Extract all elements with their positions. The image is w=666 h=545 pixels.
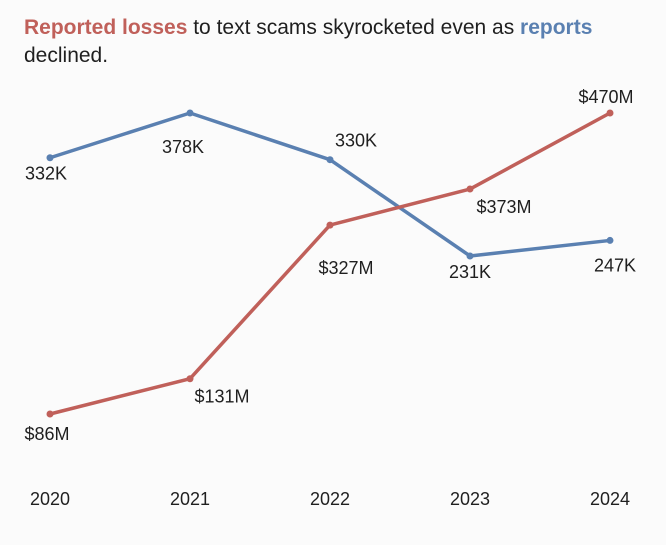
reported-losses-label-2023: $373M	[476, 197, 531, 217]
reports-label-2021: 378K	[162, 137, 204, 157]
reports-point-2021	[186, 109, 194, 117]
title-text-2: declined.	[24, 44, 109, 67]
reported-losses-point-2022	[326, 221, 334, 229]
x-tick-2022: 2022	[310, 489, 350, 509]
reports-label-2023: 231K	[449, 262, 491, 282]
series-points	[46, 109, 614, 418]
reports-point-2020	[46, 154, 54, 162]
reports-point-2022	[326, 156, 334, 164]
reports-label-2024: 247K	[594, 255, 636, 275]
title-reports-highlight: reports	[520, 16, 593, 39]
data-labels: 332K 378K 330K 231K 247K $86M $131M $327M $373M $…	[24, 87, 636, 444]
title-losses-highlight: Reported losses	[24, 16, 188, 39]
reports-label-2020: 332K	[25, 164, 67, 184]
reported-losses-point-2024	[606, 109, 614, 117]
reported-losses-label-2022: $327M	[318, 258, 373, 278]
reported-losses-label-2020: $86M	[24, 424, 69, 444]
x-tick-2024: 2024	[590, 489, 630, 509]
x-tick-2023: 2023	[450, 489, 490, 509]
x-tick-2020: 2020	[30, 489, 70, 509]
x-axis-ticks: 2020 2021 2022 2023 2024	[30, 489, 630, 509]
reported-losses-label-2021: $131M	[194, 387, 249, 407]
reports-label-2022: 330K	[335, 131, 377, 151]
chart-title: Reported losses to text scams skyrockete…	[24, 14, 644, 70]
title-text-1: to text scams skyrocketed even as	[187, 16, 521, 39]
reported-losses-label-2024: $470M	[578, 87, 633, 107]
reported-losses-point-2023	[466, 185, 474, 193]
reports-point-2023	[466, 252, 474, 260]
x-tick-2021: 2021	[170, 489, 210, 509]
reports-line	[48, 111, 612, 258]
reports-point-2024	[606, 236, 614, 244]
reported-losses-point-2021	[186, 375, 194, 383]
reported-losses-point-2020	[46, 410, 54, 418]
